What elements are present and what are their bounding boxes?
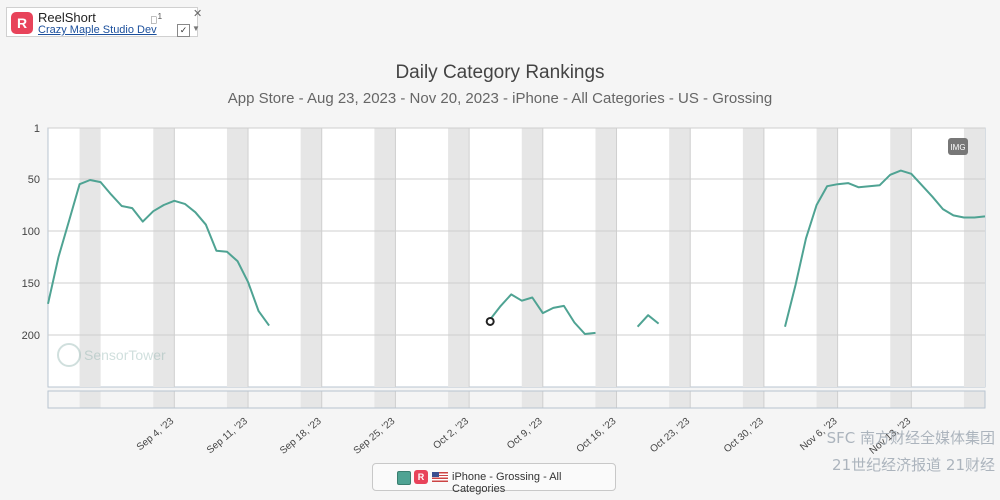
weekend-band <box>816 128 838 387</box>
y-tick-label: 50 <box>28 174 40 186</box>
app-name: ReelShort <box>38 10 96 25</box>
y-tick-label: 200 <box>22 330 40 342</box>
reelshort-logo-icon: R <box>414 470 428 484</box>
weekend-band <box>300 128 322 387</box>
navigator-weekend-band <box>963 391 985 408</box>
weekend-band <box>595 128 617 387</box>
navigator-weekend-band <box>816 391 838 408</box>
weekend-band <box>226 128 249 387</box>
y-tick-label: 100 <box>22 226 40 238</box>
navigator-weekend-band <box>890 391 912 408</box>
data-point-marker <box>485 316 495 326</box>
device-count-badge: 1 <box>158 11 163 21</box>
checkbox[interactable]: ✓ <box>177 24 190 37</box>
x-tick-label: Sep 11, '23 <box>205 416 250 457</box>
navigator-weekend-band <box>300 391 322 408</box>
navigator-weekend-band <box>669 391 691 408</box>
sensortower-watermark: SensorTower <box>57 343 166 367</box>
navigator-weekend-band <box>226 391 249 408</box>
plot-area <box>47 127 986 388</box>
close-icon[interactable]: ✕ <box>193 8 203 20</box>
navigator-weekend-band <box>448 391 470 408</box>
navigator <box>47 390 986 409</box>
us-flag-icon <box>432 472 448 482</box>
sensortower-logo-icon <box>57 343 81 367</box>
app-card: R ReelShort Crazy Maple Studio Dev 1 ✕ … <box>6 7 202 37</box>
weekend-band <box>153 128 175 387</box>
y-tick-label: 150 <box>22 278 40 290</box>
img-export-button <box>948 138 968 155</box>
sfc-watermark-top: SFC 南方财经全媒体集团 <box>827 429 995 447</box>
y-tick-label: 1 <box>34 123 40 135</box>
reelshort-logo-icon: R <box>11 12 33 34</box>
chart-subtitle: App Store - Aug 23, 2023 - Nov 20, 2023 … <box>227 90 773 107</box>
x-tick-label: Oct 2, '23 <box>431 416 471 452</box>
navigator-weekend-band <box>153 391 175 408</box>
developer-link[interactable]: Crazy Maple Studio Dev <box>38 24 157 36</box>
legend[interactable]: R iPhone - Grossing - All Categories <box>372 463 616 495</box>
weekend-band <box>521 128 543 387</box>
sfc-watermark-bottom: 21世纪经济报道 21财经 <box>832 456 995 474</box>
x-tick-label: Oct 23, '23 <box>648 416 692 456</box>
x-tick-label: Sep 25, '23 <box>352 416 398 457</box>
weekend-band <box>669 128 691 387</box>
navigator-weekend-band <box>521 391 543 408</box>
series-line <box>636 314 660 328</box>
legend-label: iPhone - Grossing - All Categories <box>452 471 562 495</box>
x-tick-label: Oct 16, '23 <box>575 416 619 456</box>
weekend-band <box>448 128 470 387</box>
weekend-band <box>890 128 912 387</box>
weekend-band <box>963 128 985 387</box>
series-line <box>47 179 270 327</box>
img-export-label: IMG <box>950 143 965 152</box>
x-tick-label: Oct 30, '23 <box>722 416 766 456</box>
weekend-band <box>742 128 764 387</box>
legend-swatch <box>397 471 411 485</box>
navigator-weekend-band <box>374 391 396 408</box>
series-line <box>489 293 596 335</box>
sensortower-text: SensorTower <box>84 347 166 363</box>
weekend-band <box>79 128 101 387</box>
x-tick-label: Oct 9, '23 <box>505 416 545 452</box>
x-tick-label: Sep 18, '23 <box>278 416 324 457</box>
apple-icon: 1 <box>150 11 162 26</box>
x-tick-label: Sep 4, '23 <box>135 416 177 453</box>
chevron-down-icon[interactable]: ▼ <box>192 24 200 33</box>
navigator-weekend-band <box>595 391 617 408</box>
navigator-weekend-band <box>79 391 101 408</box>
navigator-weekend-band <box>742 391 764 408</box>
chart-title: Daily Category Rankings <box>395 62 605 83</box>
weekend-band <box>374 128 396 387</box>
series-line <box>784 169 986 327</box>
